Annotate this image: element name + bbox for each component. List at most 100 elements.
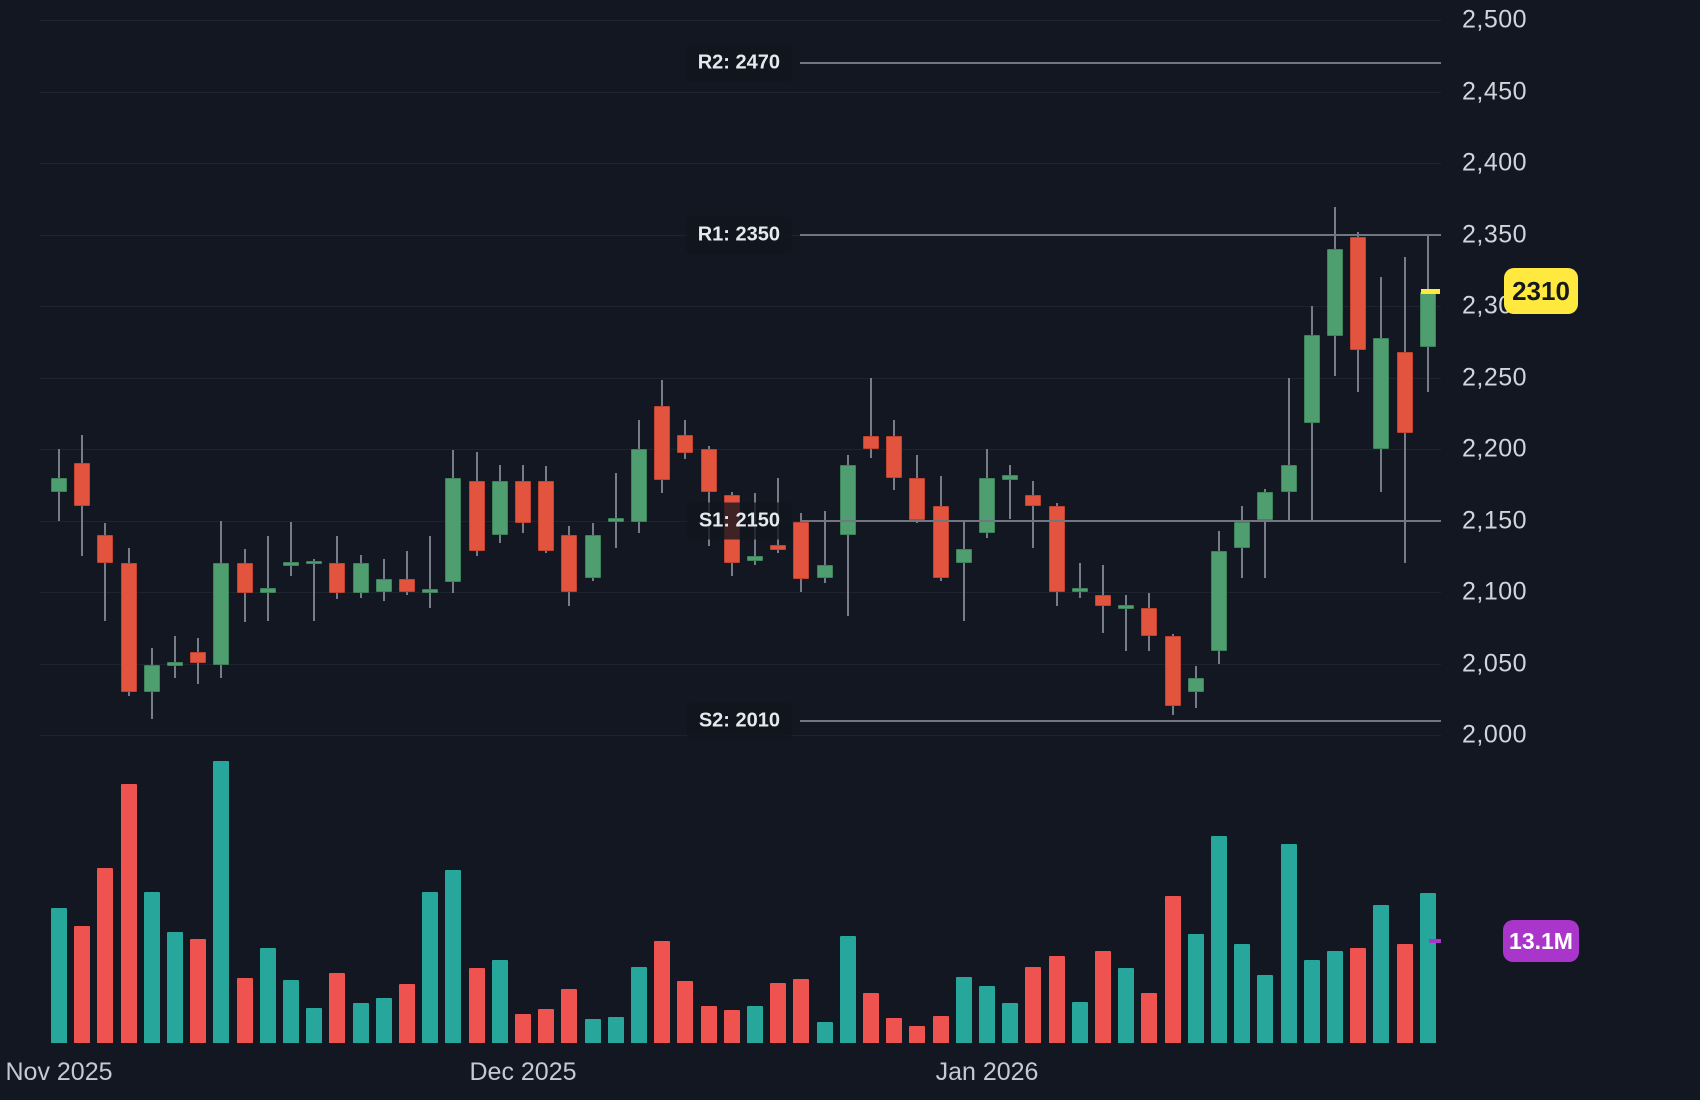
volume-bar[interactable] bbox=[1048, 956, 1065, 1044]
candlestick[interactable] bbox=[1257, 491, 1274, 521]
volume-bar[interactable] bbox=[1303, 959, 1320, 1044]
volume-bar[interactable] bbox=[909, 1026, 926, 1044]
volume-bar[interactable] bbox=[700, 1005, 717, 1044]
volume-bar[interactable] bbox=[1280, 843, 1297, 1044]
candlestick[interactable] bbox=[654, 406, 671, 481]
candlestick[interactable] bbox=[1234, 521, 1251, 548]
candlestick[interactable] bbox=[51, 477, 67, 492]
candlestick[interactable] bbox=[886, 436, 903, 478]
candlestick[interactable] bbox=[1419, 291, 1436, 348]
volume-bar[interactable] bbox=[793, 979, 810, 1044]
volume-bar[interactable] bbox=[1164, 895, 1181, 1044]
volume-bar[interactable] bbox=[1373, 904, 1390, 1044]
candlestick[interactable] bbox=[584, 534, 601, 578]
volume-bar[interactable] bbox=[886, 1018, 903, 1044]
volume-bar[interactable] bbox=[677, 981, 694, 1044]
candlestick[interactable] bbox=[1002, 474, 1019, 481]
volume-bar[interactable] bbox=[816, 1021, 833, 1044]
volume-bar[interactable] bbox=[329, 973, 346, 1044]
candlestick[interactable] bbox=[468, 480, 485, 551]
volume-bar[interactable] bbox=[213, 761, 230, 1044]
candlestick[interactable] bbox=[283, 562, 299, 567]
candlestick[interactable] bbox=[816, 564, 833, 578]
candlestick[interactable] bbox=[700, 449, 717, 492]
volume-bar[interactable] bbox=[422, 892, 439, 1044]
volume-bar[interactable] bbox=[979, 986, 995, 1044]
volume-bar[interactable] bbox=[723, 1010, 740, 1044]
volume-bar[interactable] bbox=[143, 892, 160, 1044]
volume-bar[interactable] bbox=[584, 1019, 601, 1044]
volume-bar[interactable] bbox=[120, 784, 137, 1044]
candlestick[interactable] bbox=[1048, 506, 1065, 592]
volume-bar[interactable] bbox=[1141, 992, 1158, 1044]
candlestick[interactable] bbox=[74, 463, 91, 507]
candlestick[interactable] bbox=[491, 480, 508, 535]
candlestick[interactable] bbox=[1373, 337, 1390, 449]
candlestick[interactable] bbox=[1350, 237, 1367, 351]
candlestick[interactable] bbox=[932, 506, 949, 578]
candlestick[interactable] bbox=[1095, 594, 1111, 607]
candlestick[interactable] bbox=[1280, 464, 1297, 492]
candlestick[interactable] bbox=[631, 449, 647, 522]
candlestick[interactable] bbox=[97, 534, 114, 564]
candlestick[interactable] bbox=[352, 563, 369, 594]
volume-bar[interactable] bbox=[468, 967, 485, 1044]
candlestick[interactable] bbox=[955, 549, 972, 564]
candlestick[interactable] bbox=[1396, 351, 1413, 434]
volume-bar[interactable] bbox=[515, 1013, 531, 1044]
volume-bar[interactable] bbox=[955, 976, 972, 1044]
candlestick[interactable] bbox=[538, 480, 555, 551]
candlestick[interactable] bbox=[1141, 607, 1158, 637]
candlestick[interactable] bbox=[1071, 587, 1088, 592]
volume-bar[interactable] bbox=[1211, 835, 1227, 1044]
volume-bar[interactable] bbox=[1071, 1002, 1088, 1044]
volume-bar[interactable] bbox=[839, 935, 856, 1044]
volume-bar[interactable] bbox=[306, 1007, 323, 1044]
candlestick[interactable] bbox=[770, 544, 787, 551]
volume-bar[interactable] bbox=[1118, 967, 1135, 1044]
volume-bar[interactable] bbox=[1002, 1003, 1019, 1044]
candlestick[interactable] bbox=[909, 477, 926, 521]
volume-bar[interactable] bbox=[445, 870, 462, 1044]
candlestick[interactable] bbox=[863, 436, 879, 449]
candlestick[interactable] bbox=[677, 434, 694, 454]
volume-bar[interactable] bbox=[932, 1015, 949, 1044]
candlestick[interactable] bbox=[1025, 494, 1042, 507]
candlestick[interactable] bbox=[329, 563, 346, 594]
volume-bar[interactable] bbox=[538, 1008, 555, 1044]
volume-bar[interactable] bbox=[74, 926, 91, 1044]
candlestick[interactable] bbox=[306, 560, 323, 564]
candlestick[interactable] bbox=[445, 477, 462, 582]
volume-bar[interactable] bbox=[352, 1003, 369, 1044]
candlestick[interactable] bbox=[979, 477, 995, 534]
candlestick[interactable] bbox=[747, 556, 763, 561]
candlestick[interactable] bbox=[793, 521, 810, 580]
candlestick[interactable] bbox=[839, 464, 856, 535]
volume-bar[interactable] bbox=[51, 908, 67, 1044]
volume-bar[interactable] bbox=[561, 989, 578, 1044]
volume-bar[interactable] bbox=[1187, 934, 1204, 1044]
candlestick[interactable] bbox=[515, 480, 531, 524]
volume-bar[interactable] bbox=[97, 868, 114, 1044]
volume-bar[interactable] bbox=[491, 959, 508, 1044]
volume-bar[interactable] bbox=[399, 983, 415, 1044]
volume-bar[interactable] bbox=[654, 941, 671, 1044]
candlestick[interactable] bbox=[375, 579, 392, 592]
candlestick[interactable] bbox=[259, 587, 276, 594]
volume-bar[interactable] bbox=[375, 997, 392, 1044]
volume-bar[interactable] bbox=[283, 980, 299, 1044]
candlestick[interactable] bbox=[143, 664, 160, 693]
candlestick[interactable] bbox=[561, 534, 578, 592]
volume-bar[interactable] bbox=[770, 982, 787, 1044]
volume-bar[interactable] bbox=[259, 948, 276, 1044]
volume-bar[interactable] bbox=[236, 978, 253, 1044]
candlestick[interactable] bbox=[1327, 248, 1343, 336]
candlestick[interactable] bbox=[190, 652, 207, 664]
candlestick[interactable] bbox=[1164, 636, 1181, 707]
volume-bar[interactable] bbox=[1396, 943, 1413, 1044]
volume-bar[interactable] bbox=[1419, 893, 1436, 1044]
volume-bar[interactable] bbox=[1350, 948, 1367, 1044]
candlestick[interactable] bbox=[167, 662, 183, 667]
volume-bar[interactable] bbox=[747, 1005, 763, 1044]
